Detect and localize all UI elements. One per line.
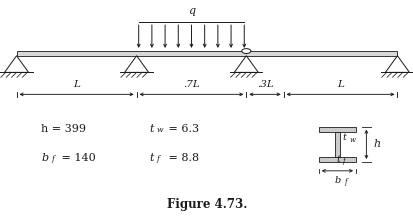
Text: .7L: .7L <box>183 80 199 89</box>
Text: = 140: = 140 <box>58 153 95 163</box>
Bar <box>17 51 396 56</box>
Text: w: w <box>349 136 354 144</box>
Text: h: h <box>373 139 380 149</box>
Text: f: f <box>343 178 346 186</box>
Text: L: L <box>336 80 343 89</box>
Circle shape <box>241 49 250 54</box>
Text: w: w <box>156 126 163 134</box>
Text: t: t <box>149 153 153 163</box>
Text: L: L <box>73 80 80 89</box>
Bar <box>334 131 339 157</box>
Text: .3L: .3L <box>256 80 273 89</box>
Text: t: t <box>149 124 153 134</box>
Bar <box>318 127 355 131</box>
Text: q: q <box>188 6 195 16</box>
Text: f: f <box>156 155 159 163</box>
Text: t: t <box>342 133 346 143</box>
Text: b: b <box>333 176 340 185</box>
Text: h = 399: h = 399 <box>41 124 86 134</box>
Text: f: f <box>51 155 54 163</box>
Text: f: f <box>342 157 344 165</box>
Text: t: t <box>335 155 339 164</box>
Text: b: b <box>41 153 48 163</box>
Text: = 6.3: = 6.3 <box>164 124 198 134</box>
Text: Figure 4.73.: Figure 4.73. <box>166 198 247 211</box>
Text: = 8.8: = 8.8 <box>164 153 198 163</box>
Bar <box>318 157 355 162</box>
